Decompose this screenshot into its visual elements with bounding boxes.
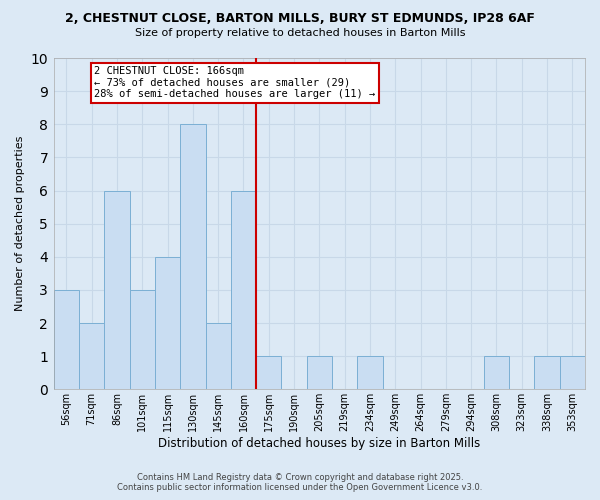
Bar (79, 323, 104, 390)
Y-axis label: Number of detached properties: Number of detached properties (15, 136, 25, 312)
Bar (155, 257, 180, 390)
Bar (535, 356, 560, 390)
Bar (206, 323, 231, 390)
Bar (256, 356, 281, 390)
Text: 2, CHESTNUT CLOSE, BARTON MILLS, BURY ST EDMUNDS, IP28 6AF: 2, CHESTNUT CLOSE, BARTON MILLS, BURY ST… (65, 12, 535, 26)
Bar (104, 190, 130, 390)
Bar (307, 356, 332, 390)
Text: 2 CHESTNUT CLOSE: 166sqm
← 73% of detached houses are smaller (29)
28% of semi-d: 2 CHESTNUT CLOSE: 166sqm ← 73% of detach… (94, 66, 376, 100)
Bar (560, 356, 585, 390)
Text: Size of property relative to detached houses in Barton Mills: Size of property relative to detached ho… (135, 28, 465, 38)
Bar (484, 356, 509, 390)
Bar (54, 290, 79, 390)
Bar (130, 290, 155, 390)
Bar (358, 356, 383, 390)
Bar (180, 124, 206, 390)
Text: Contains HM Land Registry data © Crown copyright and database right 2025.
Contai: Contains HM Land Registry data © Crown c… (118, 473, 482, 492)
X-axis label: Distribution of detached houses by size in Barton Mills: Distribution of detached houses by size … (158, 437, 481, 450)
Bar (231, 190, 256, 390)
